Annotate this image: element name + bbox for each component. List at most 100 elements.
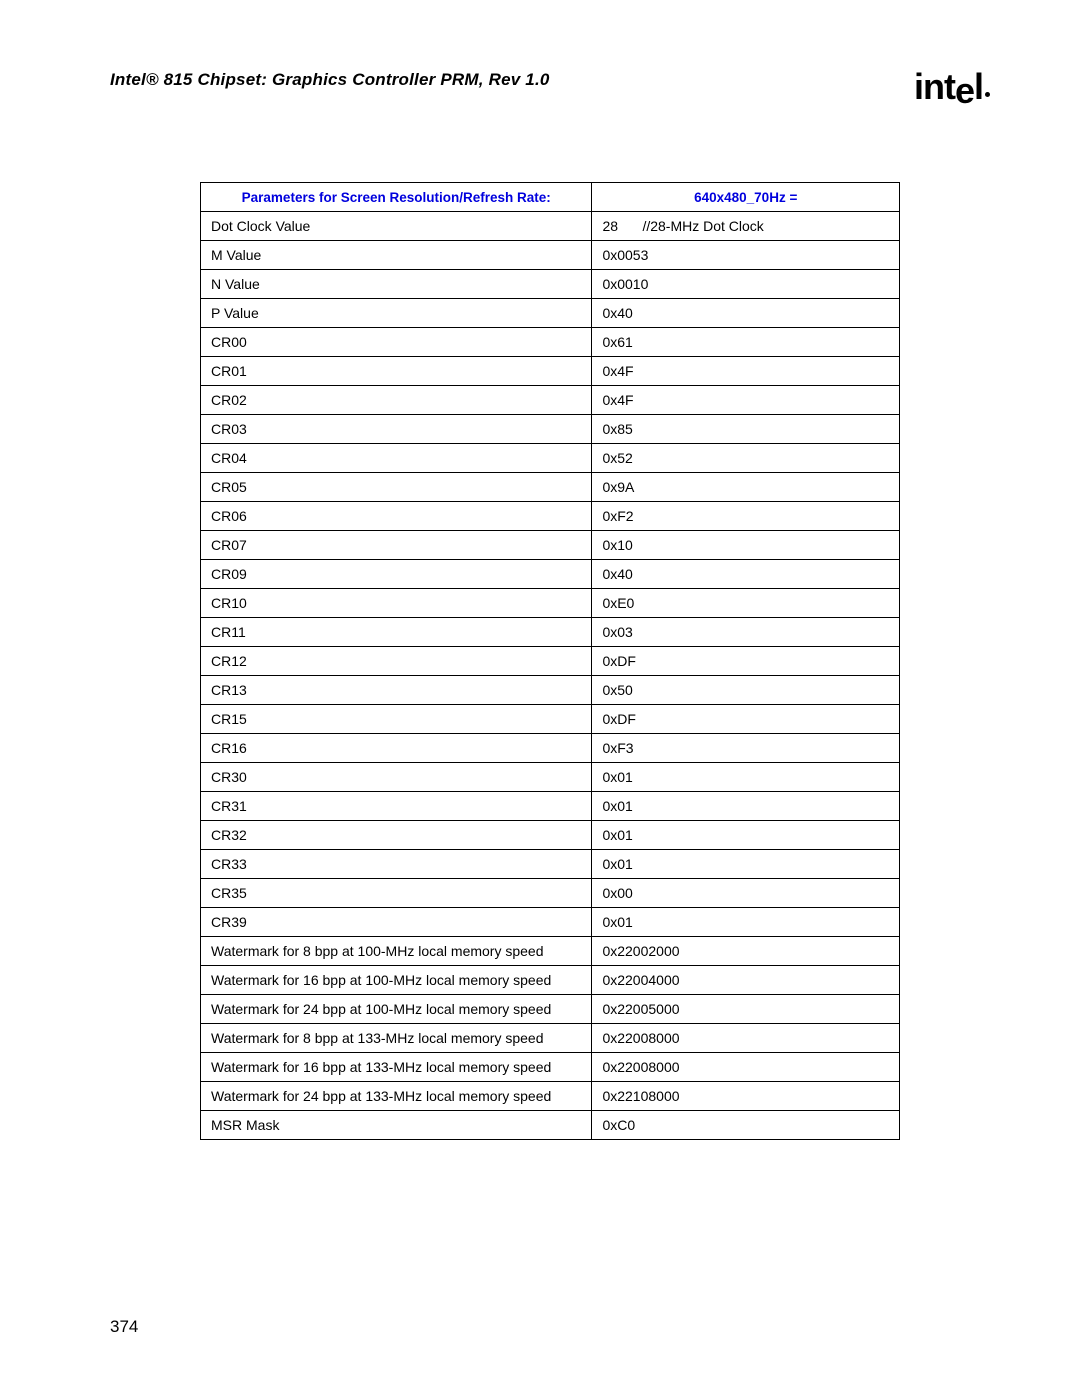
param-cell: N Value xyxy=(201,270,592,299)
table-row: CR020x4F xyxy=(201,386,900,415)
value-cell: 0xC0 xyxy=(592,1111,900,1140)
value-cell: 0x10 xyxy=(592,531,900,560)
table-row: Watermark for 24 bpp at 100-MHz local me… xyxy=(201,995,900,1024)
value-cell: 0xDF xyxy=(592,647,900,676)
value-cell: 0x50 xyxy=(592,676,900,705)
value-cell: 0xF3 xyxy=(592,734,900,763)
table-row: Dot Clock Value28//28-MHz Dot Clock xyxy=(201,212,900,241)
param-cell: Watermark for 24 bpp at 100-MHz local me… xyxy=(201,995,592,1024)
param-cell: CR15 xyxy=(201,705,592,734)
param-cell: CR39 xyxy=(201,908,592,937)
table-row: CR120xDF xyxy=(201,647,900,676)
table-row: CR040x52 xyxy=(201,444,900,473)
value-cell: 0x22004000 xyxy=(592,966,900,995)
table-row: CR310x01 xyxy=(201,792,900,821)
param-cell: Watermark for 8 bpp at 133-MHz local mem… xyxy=(201,1024,592,1053)
table-row: CR030x85 xyxy=(201,415,900,444)
param-cell: CR12 xyxy=(201,647,592,676)
document-title: Intel® 815 Chipset: Graphics Controller … xyxy=(110,70,550,90)
table-row: CR060xF2 xyxy=(201,502,900,531)
table-row: P Value0x40 xyxy=(201,299,900,328)
param-cell: Watermark for 16 bpp at 133-MHz local me… xyxy=(201,1053,592,1082)
value-cell: 0x01 xyxy=(592,850,900,879)
table-row: N Value0x0010 xyxy=(201,270,900,299)
value-cell: 28//28-MHz Dot Clock xyxy=(592,212,900,241)
table-row: CR350x00 xyxy=(201,879,900,908)
param-cell: CR31 xyxy=(201,792,592,821)
value-cell: 0x4F xyxy=(592,357,900,386)
param-cell: CR02 xyxy=(201,386,592,415)
table-row: CR160xF3 xyxy=(201,734,900,763)
value-cell: 0x01 xyxy=(592,908,900,937)
param-cell: CR16 xyxy=(201,734,592,763)
param-cell: CR00 xyxy=(201,328,592,357)
param-cell: Watermark for 8 bpp at 100-MHz local mem… xyxy=(201,937,592,966)
table-header-row: Parameters for Screen Resolution/Refresh… xyxy=(201,183,900,212)
value-cell: 0x22008000 xyxy=(592,1053,900,1082)
table-row: CR150xDF xyxy=(201,705,900,734)
table-row: Watermark for 8 bpp at 100-MHz local mem… xyxy=(201,937,900,966)
param-cell: CR11 xyxy=(201,618,592,647)
param-cell: CR10 xyxy=(201,589,592,618)
value-cell: 0x40 xyxy=(592,560,900,589)
value-cell: 0x03 xyxy=(592,618,900,647)
value-right: //28-MHz Dot Clock xyxy=(642,218,763,234)
value-cell: 0x01 xyxy=(592,792,900,821)
param-cell: CR07 xyxy=(201,531,592,560)
value-left: 28 xyxy=(602,218,642,234)
value-cell: 0x01 xyxy=(592,763,900,792)
param-cell: CR33 xyxy=(201,850,592,879)
param-cell: CR04 xyxy=(201,444,592,473)
value-cell: 0xE0 xyxy=(592,589,900,618)
table-row: CR110x03 xyxy=(201,618,900,647)
param-cell: CR09 xyxy=(201,560,592,589)
param-cell: CR03 xyxy=(201,415,592,444)
table-row: M Value0x0053 xyxy=(201,241,900,270)
intel-logo: intel xyxy=(914,66,990,108)
table-row: Watermark for 16 bpp at 100-MHz local me… xyxy=(201,966,900,995)
table-row: CR320x01 xyxy=(201,821,900,850)
value-cell: 0x61 xyxy=(592,328,900,357)
page-container: Intel® 815 Chipset: Graphics Controller … xyxy=(0,0,1080,1397)
value-cell: 0x40 xyxy=(592,299,900,328)
param-cell: CR32 xyxy=(201,821,592,850)
table-row: MSR Mask0xC0 xyxy=(201,1111,900,1140)
header-param: Parameters for Screen Resolution/Refresh… xyxy=(201,183,592,212)
param-cell: CR13 xyxy=(201,676,592,705)
table-row: CR090x40 xyxy=(201,560,900,589)
table-row: CR070x10 xyxy=(201,531,900,560)
value-cell: 0xF2 xyxy=(592,502,900,531)
param-cell: CR06 xyxy=(201,502,592,531)
table-row: CR390x01 xyxy=(201,908,900,937)
value-cell: 0x85 xyxy=(592,415,900,444)
page-number: 374 xyxy=(110,1317,138,1337)
param-cell: CR05 xyxy=(201,473,592,502)
value-cell: 0x9A xyxy=(592,473,900,502)
param-cell: CR30 xyxy=(201,763,592,792)
table-row: CR000x61 xyxy=(201,328,900,357)
header-value: 640x480_70Hz = xyxy=(592,183,900,212)
page-header: Intel® 815 Chipset: Graphics Controller … xyxy=(110,70,990,112)
value-cell: 0x00 xyxy=(592,879,900,908)
table-row: CR010x4F xyxy=(201,357,900,386)
param-cell: CR01 xyxy=(201,357,592,386)
table-row: CR050x9A xyxy=(201,473,900,502)
value-cell: 0xDF xyxy=(592,705,900,734)
table-row: CR300x01 xyxy=(201,763,900,792)
value-cell: 0x22108000 xyxy=(592,1082,900,1111)
param-cell: Watermark for 24 bpp at 133-MHz local me… xyxy=(201,1082,592,1111)
param-cell: CR35 xyxy=(201,879,592,908)
value-cell: 0x0010 xyxy=(592,270,900,299)
table-row: CR330x01 xyxy=(201,850,900,879)
value-cell: 0x22002000 xyxy=(592,937,900,966)
value-cell: 0x01 xyxy=(592,821,900,850)
value-cell: 0x0053 xyxy=(592,241,900,270)
param-cell: MSR Mask xyxy=(201,1111,592,1140)
value-cell: 0x4F xyxy=(592,386,900,415)
register-table: Parameters for Screen Resolution/Refresh… xyxy=(200,182,900,1140)
value-cell: 0x52 xyxy=(592,444,900,473)
param-cell: Dot Clock Value xyxy=(201,212,592,241)
value-cell: 0x22008000 xyxy=(592,1024,900,1053)
table-row: Watermark for 8 bpp at 133-MHz local mem… xyxy=(201,1024,900,1053)
table-row: CR100xE0 xyxy=(201,589,900,618)
